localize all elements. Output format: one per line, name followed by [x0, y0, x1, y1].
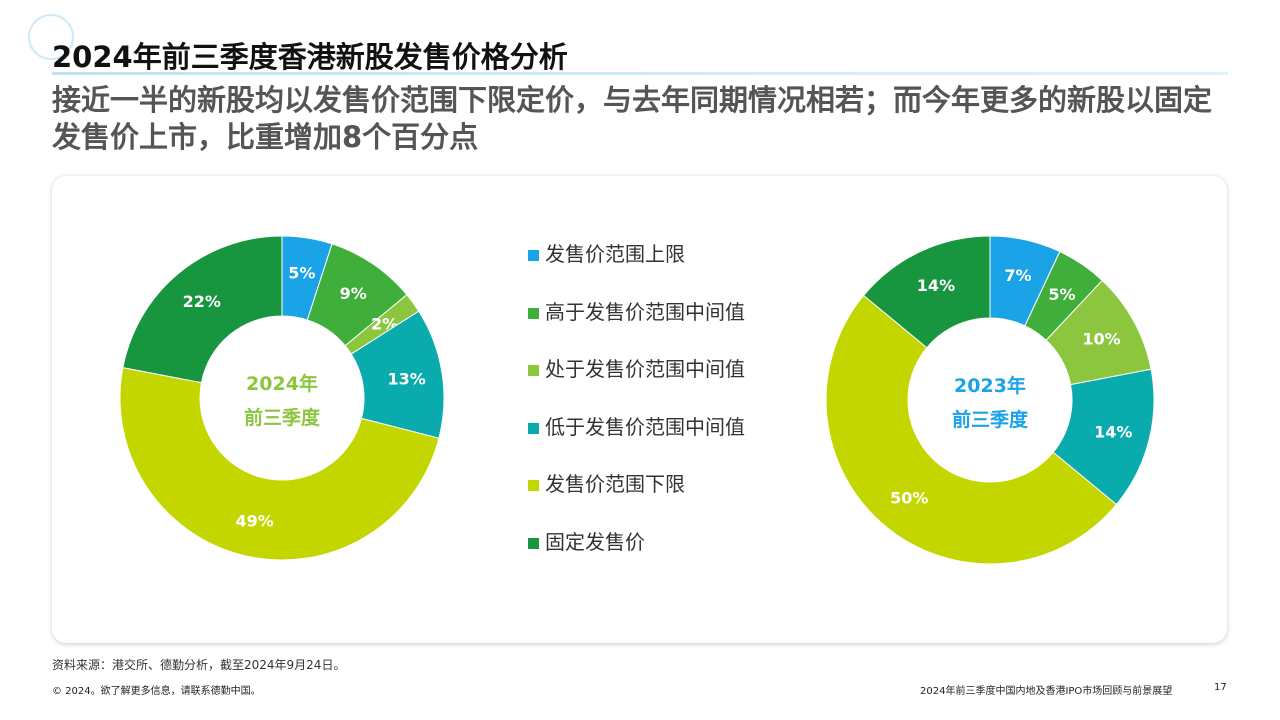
- donut-slice: [119, 367, 440, 561]
- legend-label: 固定发售价: [545, 529, 645, 554]
- data-label: 49%: [235, 511, 273, 530]
- copyright-note: © 2024。欲了解更多信息，请联系德勤中国。: [52, 686, 261, 697]
- data-label: 5%: [288, 263, 315, 282]
- data-label: 22%: [183, 292, 221, 311]
- legend-label: 发售价范围下限: [545, 472, 685, 496]
- data-label: 50%: [890, 489, 928, 508]
- page-subtitle: 接近一半的新股均以发售价范围下限定价，与去年同期情况相若；而今年更多的新股以固定…: [52, 83, 1213, 154]
- legend-swatch: [528, 307, 539, 319]
- legend-item-at-mid: 处于发售价范围中间值: [528, 355, 745, 413]
- data-label: 14%: [917, 276, 955, 295]
- donut-slice: [122, 235, 283, 384]
- legend-label: 高于发售价范围中间值: [545, 299, 745, 324]
- chart-legend: 发售价范围上限 高于发售价范围中间值 处于发售价范围中间值 低于发售价范围中间值…: [528, 240, 745, 585]
- center-label: 2023年: [954, 374, 1026, 397]
- center-label: 2024年: [246, 372, 318, 395]
- legend-swatch: [528, 422, 539, 434]
- footer-report-title: 2024年前三季度中国内地及香港IPO市场回顾与前景展望: [920, 686, 1173, 697]
- legend-label: 发售价范围上限: [545, 242, 685, 266]
- legend-item-upper: 发售价范围上限: [528, 240, 745, 298]
- source-note: 资料来源：港交所、德勤分析，截至2024年9月24日。: [52, 658, 346, 672]
- legend-item-fixed: 固定发售价: [528, 528, 745, 586]
- data-label: 13%: [387, 369, 425, 388]
- legend-swatch: [528, 250, 539, 261]
- data-label: 10%: [1082, 330, 1120, 349]
- legend-swatch: [528, 480, 539, 491]
- data-label: 7%: [1004, 266, 1031, 285]
- data-label: 9%: [340, 284, 367, 303]
- legend-item-below-mid: 低于发售价范围中间值: [528, 413, 745, 471]
- legend-swatch: [528, 365, 539, 376]
- page-title: 2024年前三季度香港新股发售价格分析: [52, 40, 568, 74]
- page-number: 17: [1214, 682, 1227, 693]
- legend-item-above-mid: 高于发售价范围中间值: [528, 298, 745, 356]
- legend-label: 处于发售价范围中间值: [545, 357, 745, 381]
- data-label: 14%: [1094, 423, 1132, 442]
- decorative-circle: [28, 14, 74, 60]
- center-label: 前三季度: [952, 408, 1029, 431]
- center-label: 前三季度: [244, 406, 321, 429]
- data-label: 5%: [1048, 285, 1075, 304]
- legend-swatch: [528, 537, 539, 549]
- donut-slice: [825, 294, 1118, 564]
- legend-label: 低于发售价范围中间值: [545, 414, 745, 439]
- title-underline: [52, 72, 1228, 75]
- legend-item-lower: 发售价范围下限: [528, 470, 745, 528]
- donut-slice: [862, 235, 991, 349]
